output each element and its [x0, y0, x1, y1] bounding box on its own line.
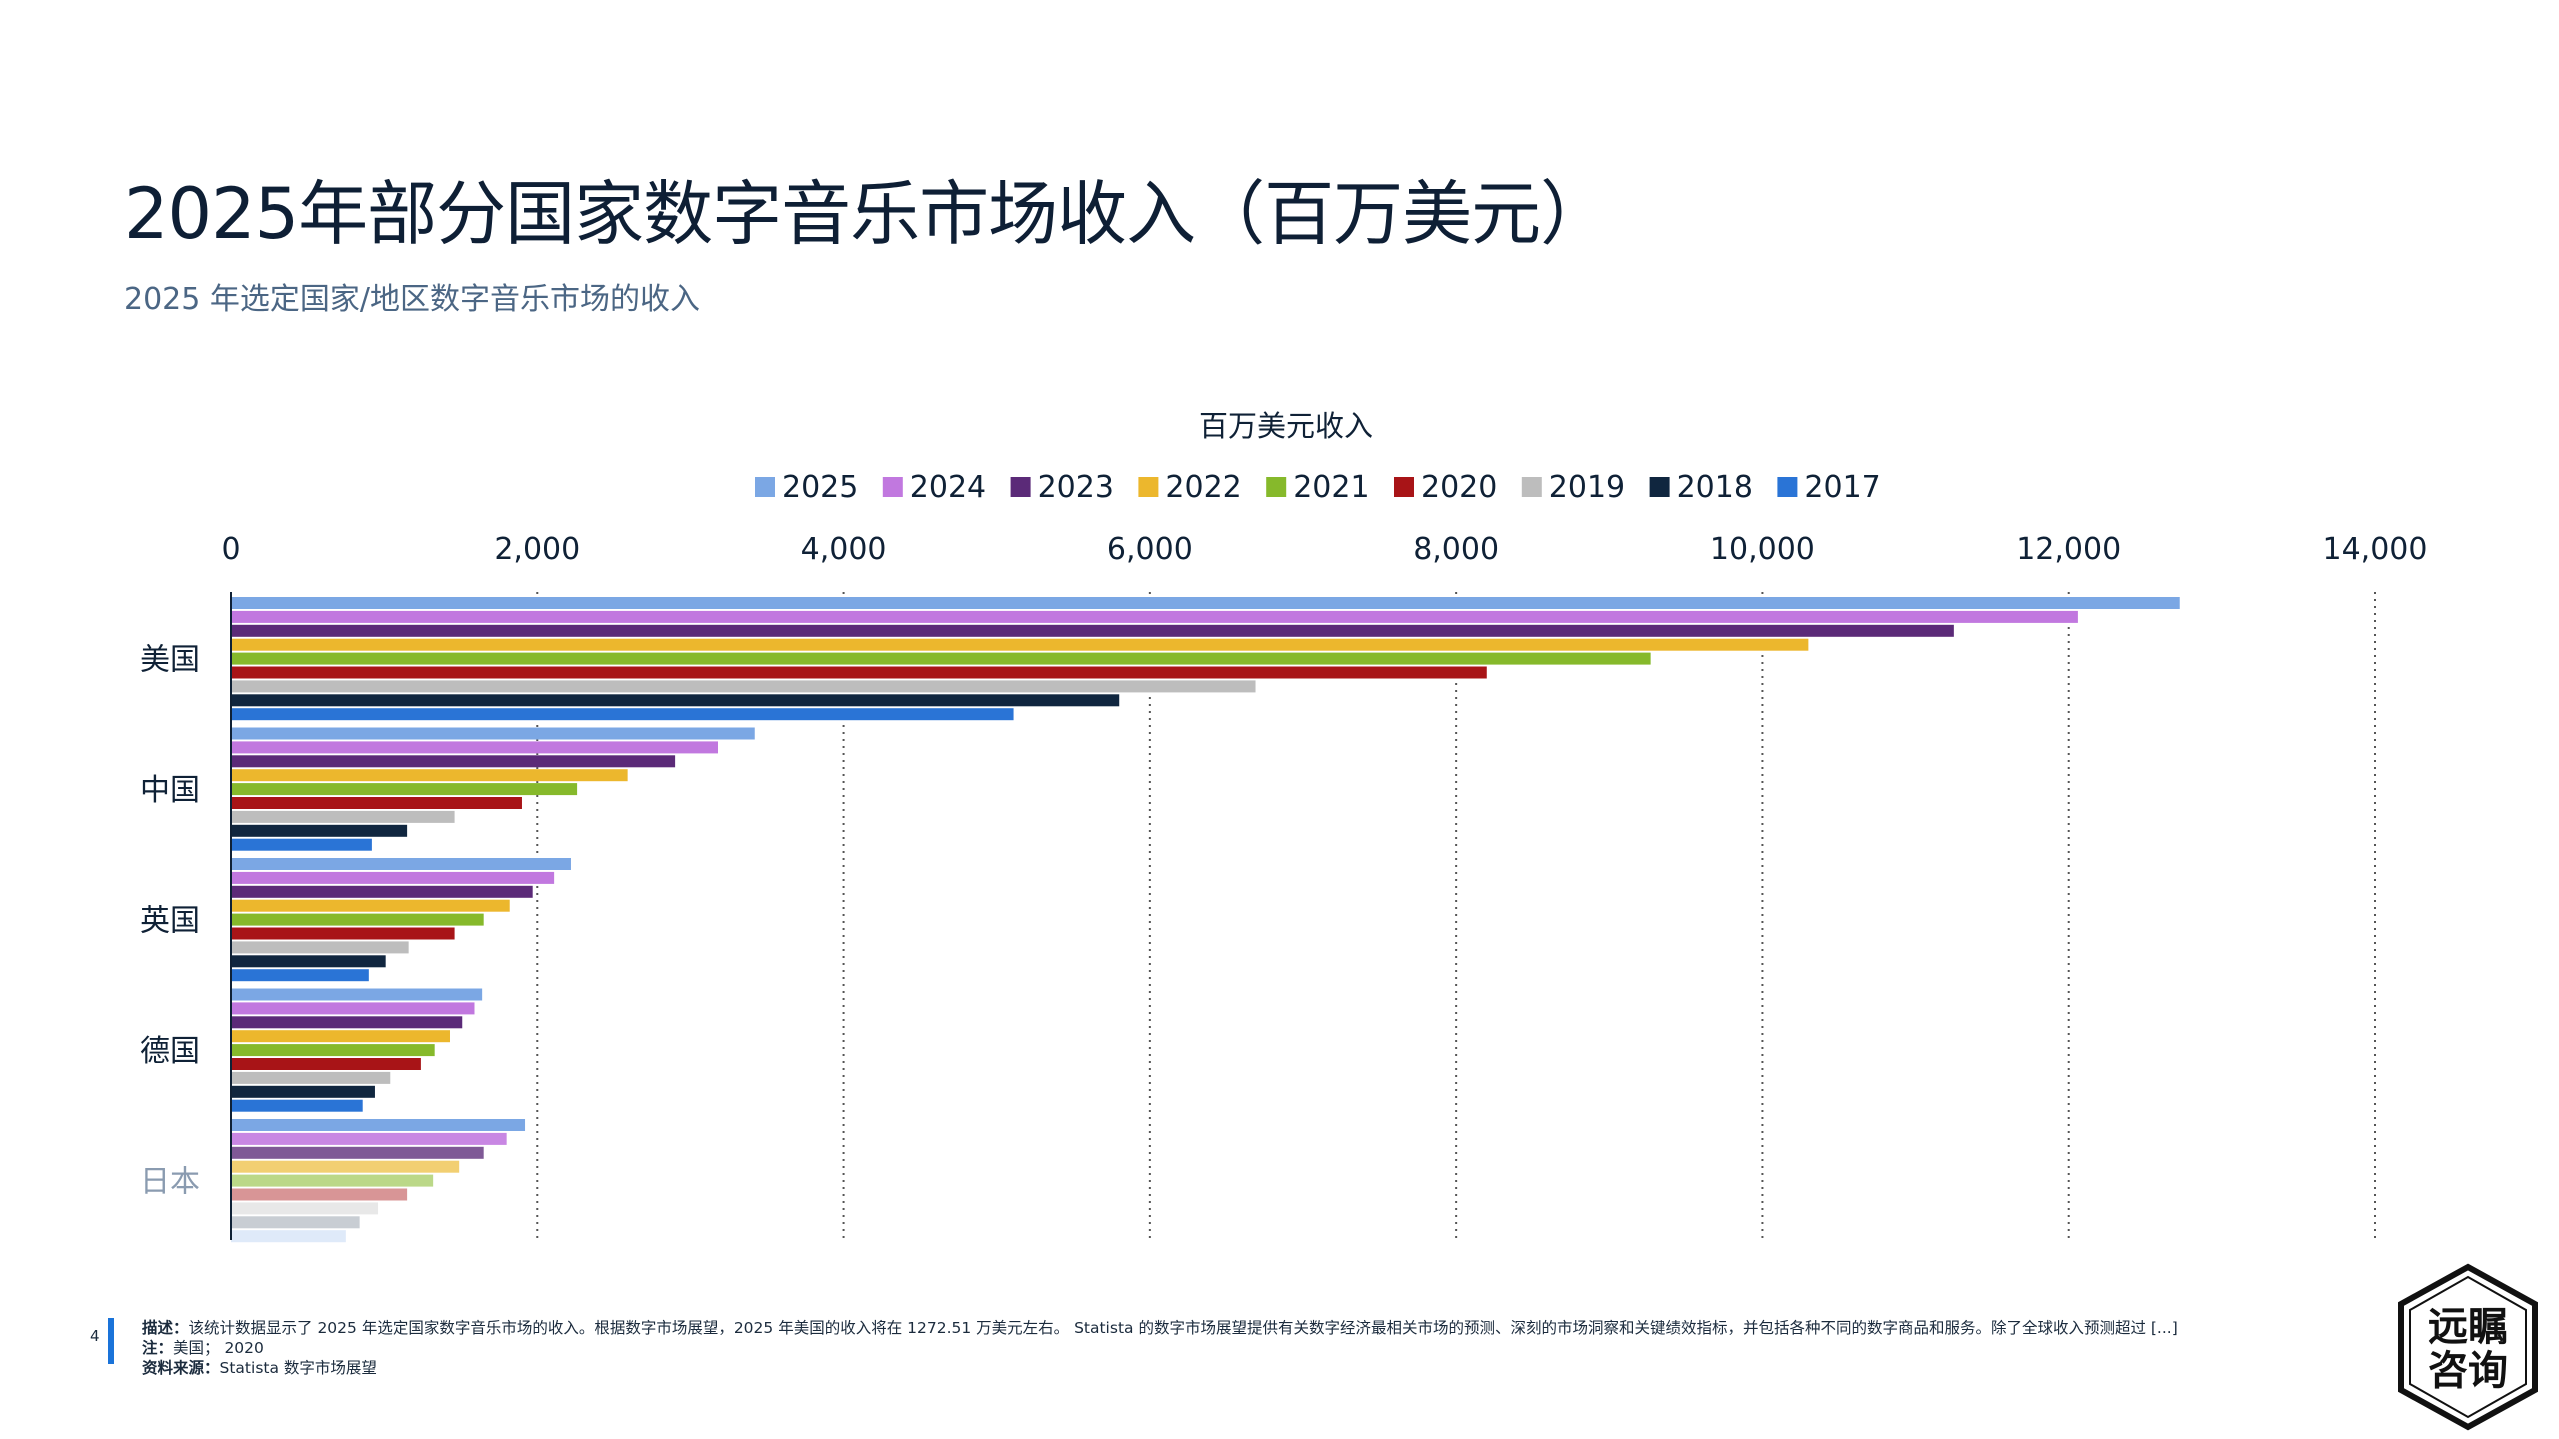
bar-2019 [231, 680, 1256, 693]
footer-description: 描述：该统计数据显示了 2025 年选定国家数字音乐市场的收入。根据数字市场展望… [142, 1319, 2178, 1337]
legend-swatch-2019 [1521, 477, 1542, 497]
bar-2021 [231, 652, 1651, 665]
bar-2018 [231, 824, 408, 837]
bar-2018 [231, 955, 386, 968]
legend-swatch-2022 [1138, 477, 1159, 497]
bar-2018 [231, 1216, 360, 1229]
bar-2023 [231, 755, 676, 768]
bar-2025 [231, 727, 755, 740]
legend-swatch-2017 [1777, 477, 1798, 497]
legend-label-2023: 2023 [1038, 470, 1114, 505]
bar-2020 [231, 1058, 421, 1070]
bar-2020 [231, 797, 522, 809]
bar-2022 [231, 1160, 460, 1173]
legend-swatch-2024 [882, 477, 903, 497]
x-tick-label: 2,000 [494, 532, 580, 567]
footer-note: 注：美国； 2020 [142, 1339, 264, 1357]
bar-2023 [231, 885, 533, 898]
bar-2023 [231, 624, 1954, 637]
category-label: 中国 [140, 773, 200, 808]
bar-2019 [231, 941, 409, 954]
legend-label-2018: 2018 [1677, 470, 1753, 505]
bar-2018 [231, 694, 1120, 707]
footer-source: 资料来源：Statista 数字市场展望 [142, 1359, 377, 1377]
bar-2017 [231, 838, 372, 851]
x-tick-label: 8,000 [1413, 532, 1499, 567]
x-tick-label: 6,000 [1107, 532, 1193, 567]
bar-chart: 百万美元收入 2025 2024 2023 2022 2021 2020 2019 2018 20… [140, 409, 2428, 1243]
x-tick-label: 4,000 [801, 532, 887, 567]
bar-2024 [231, 1132, 507, 1145]
bar-2021 [231, 783, 578, 796]
bar-2025 [231, 988, 483, 1001]
bar-2021 [231, 1044, 435, 1057]
bar-2024 [231, 871, 555, 884]
bar-2018 [231, 1085, 375, 1098]
category-label: 日本 [140, 1165, 200, 1200]
bar-2024 [231, 741, 718, 754]
legend-label-2019: 2019 [1549, 470, 1625, 505]
legend-label-2017: 2017 [1804, 470, 1880, 505]
bar-2025 [231, 858, 571, 870]
bar-2023 [231, 1016, 463, 1029]
bar-2022 [231, 638, 1809, 651]
bar-2017 [231, 969, 369, 982]
bar-2017 [231, 708, 1014, 721]
bar-2022 [231, 899, 510, 912]
page-subtitle: 2025 年选定国家/地区数字音乐市场的收入 [124, 282, 700, 317]
legend-swatch-2020 [1394, 477, 1414, 497]
bar-2021 [231, 1174, 434, 1187]
x-tick-label: 0 [221, 532, 240, 567]
legend-swatch-2025 [755, 477, 775, 497]
bar-2019 [231, 1071, 391, 1084]
legend-label-2021: 2021 [1293, 470, 1369, 505]
bar-2019 [231, 1202, 379, 1215]
footer-accent-bar [108, 1318, 114, 1364]
footer-notes: 描述：该统计数据显示了 2025 年选定国家数字音乐市场的收入。根据数字市场展望… [142, 1318, 2222, 1378]
bar-2020 [231, 927, 455, 940]
legend-label-2020: 2020 [1421, 470, 1497, 505]
logo-text-line1: 远瞩 [2428, 1304, 2508, 1350]
bar-2024 [231, 610, 2078, 623]
bar-2024 [231, 1002, 475, 1015]
page-title: 2025年部分国家数字音乐市场收入（百万美元） [124, 173, 1610, 255]
legend-swatch-2023 [1010, 477, 1031, 497]
bar-2019 [231, 810, 455, 823]
bar-2025 [231, 1119, 526, 1131]
category-label: 德国 [140, 1034, 200, 1069]
category-label: 美国 [140, 643, 200, 678]
x-tick-label: 12,000 [2016, 532, 2121, 567]
x-tick-label: 10,000 [1710, 532, 1815, 567]
legend-swatch-2018 [1649, 477, 1670, 497]
bar-2023 [231, 1146, 484, 1159]
legend-label-2024: 2024 [910, 470, 986, 505]
bar-2017 [231, 1099, 363, 1112]
bar-2022 [231, 1030, 450, 1043]
bar-2020 [231, 1188, 408, 1201]
legend-label-2025: 2025 [782, 470, 858, 505]
bar-2022 [231, 769, 628, 782]
company-logo: 远瞩 咨询 [2398, 1263, 2538, 1431]
legend-swatch-2021 [1266, 477, 1287, 497]
x-axis-title: 百万美元收入 [1199, 409, 1373, 443]
bar-2025 [231, 597, 2180, 609]
bar-2017 [231, 1230, 346, 1243]
bar-2020 [231, 666, 1487, 679]
category-label: 英国 [140, 904, 200, 939]
x-tick-label: 14,000 [2323, 532, 2428, 567]
legend-label-2022: 2022 [1165, 470, 1241, 505]
bar-2021 [231, 913, 484, 926]
page-number: 4 [90, 1327, 100, 1345]
logo-text-line2: 咨询 [2428, 1348, 2508, 1394]
